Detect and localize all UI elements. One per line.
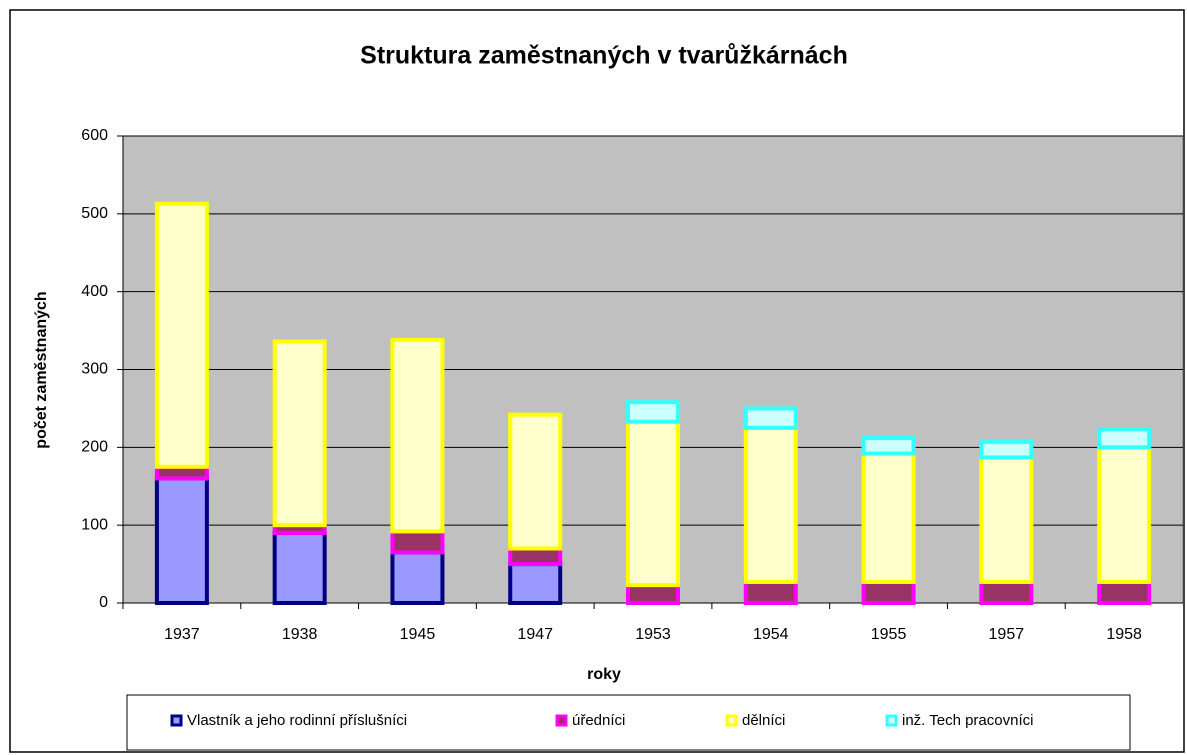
legend-swatch (170, 714, 183, 727)
bar-segment (1097, 445, 1152, 584)
bar-segment (1097, 427, 1152, 450)
y-tick-label: 300 (81, 361, 108, 378)
legend-label: Vlastník a jeho rodinní příslušníci (187, 712, 407, 729)
bar-segment (154, 476, 209, 606)
legend-swatch (725, 714, 738, 727)
legend-label: dělníci (742, 712, 785, 729)
bar-segment (272, 339, 327, 528)
legend (126, 694, 1131, 751)
bar-segment (272, 530, 327, 606)
x-tick-label: 1953 (635, 626, 671, 643)
y-tick-label: 200 (81, 439, 108, 456)
bar-segment (626, 583, 680, 605)
y-tick-label: 100 (81, 516, 108, 533)
bar-segment (154, 201, 209, 469)
bar-segment (508, 562, 563, 605)
bar-segment (861, 435, 916, 456)
bar-segment (390, 550, 445, 605)
bar-segment (979, 439, 1034, 460)
x-tick-label: 1958 (1106, 626, 1142, 643)
bar-segment (508, 412, 563, 551)
legend-label: inž. Tech pracovníci (902, 712, 1033, 729)
x-axis-label: roky (587, 666, 621, 683)
y-tick-label: 400 (81, 283, 108, 300)
y-tick-label: 500 (81, 205, 108, 222)
bar-segment (861, 451, 916, 584)
y-tick-label: 0 (99, 594, 108, 611)
bar-segment (508, 546, 563, 567)
bar-segment (743, 406, 798, 430)
bar-segment (626, 400, 680, 424)
bar-segment (979, 455, 1034, 584)
legend-swatch (555, 714, 568, 727)
bar-segment (861, 579, 916, 605)
x-tick-label: 1957 (989, 626, 1025, 643)
y-tick-label: 600 (81, 127, 108, 144)
bar-segment (390, 337, 445, 534)
x-tick-label: 1947 (517, 626, 553, 643)
chart-title: Struktura zaměstnaných v tvarůžkárnách (360, 42, 848, 70)
legend-swatch (885, 714, 898, 727)
x-tick-label: 1945 (400, 626, 436, 643)
x-tick-label: 1937 (164, 626, 200, 643)
bar-segment (390, 529, 445, 555)
bar-segment (743, 579, 798, 605)
x-tick-label: 1955 (871, 626, 907, 643)
bar-segment (1097, 579, 1152, 605)
x-tick-label: 1938 (282, 626, 318, 643)
bar-segment (979, 579, 1034, 605)
bar-segment (743, 425, 798, 584)
bar-segment (626, 419, 680, 588)
legend-label: úředníci (572, 712, 625, 729)
x-tick-label: 1954 (753, 626, 789, 643)
y-axis-label: počet zaměstnaných (33, 291, 50, 448)
